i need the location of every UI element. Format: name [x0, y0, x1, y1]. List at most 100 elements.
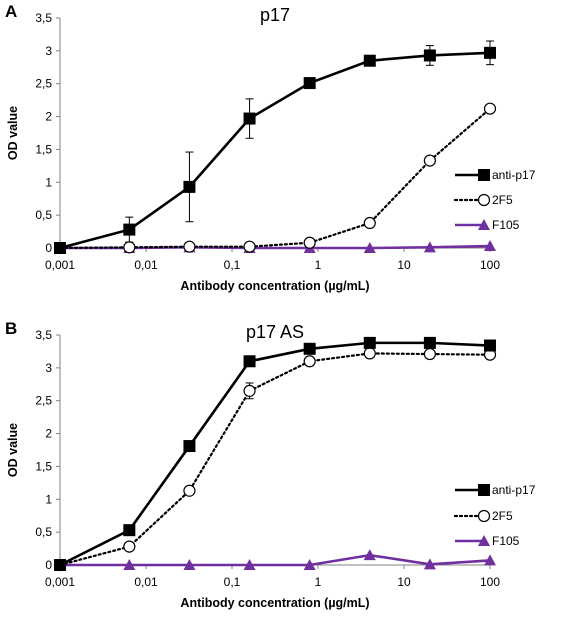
data-point — [243, 355, 256, 368]
data-point — [303, 355, 316, 368]
data-point — [303, 236, 316, 249]
y-tick-label: 0 — [45, 558, 52, 572]
data-point — [483, 102, 497, 115]
data-point — [303, 342, 316, 355]
data-point — [123, 241, 136, 254]
y-tick-label: 2 — [45, 110, 52, 124]
data-point — [183, 440, 196, 453]
y-axis-title: OD value — [6, 106, 20, 160]
series-line — [59, 51, 491, 250]
data-point — [183, 240, 196, 253]
data-point — [484, 339, 496, 352]
y-tick-label: 1 — [45, 492, 52, 506]
series-2F5 — [53, 347, 497, 572]
y-tick-label: 2 — [45, 427, 52, 441]
legend-marker — [478, 169, 490, 181]
y-tick-label: 0,5 — [35, 525, 52, 539]
data-point — [243, 112, 256, 125]
legend-label: 2F5 — [492, 509, 513, 523]
legend-item-anti-p17: anti-p17 — [455, 168, 536, 182]
data-point — [183, 484, 196, 497]
y-tick-label: 1 — [45, 175, 52, 189]
data-point — [423, 347, 436, 361]
legend-marker — [478, 484, 490, 496]
legend-item-2F5: 2F5 — [453, 509, 513, 523]
data-point — [243, 240, 256, 253]
x-tick-label: 100 — [480, 258, 500, 272]
y-tick-label: 1,5 — [35, 459, 52, 473]
data-point — [363, 336, 376, 349]
y-tick-label: 2,5 — [35, 77, 52, 91]
x-tick-label: 10 — [397, 258, 411, 272]
y-tick-label: 2,5 — [35, 394, 52, 408]
data-point — [303, 559, 316, 570]
x-tick-label: 1 — [315, 258, 322, 272]
data-point — [363, 549, 376, 561]
y-tick-label: 3,5 — [35, 328, 52, 342]
data-point — [54, 242, 66, 254]
series-line — [58, 107, 492, 250]
y-tick-label: 1,5 — [35, 142, 52, 156]
chart-title: p17 — [260, 5, 290, 25]
data-point — [484, 46, 496, 59]
x-tick-label: 0,1 — [224, 575, 241, 589]
x-tick-label: 0,01 — [134, 258, 158, 272]
legend-label: anti-p17 — [492, 483, 536, 497]
legend-item-anti-p17: anti-p17 — [455, 483, 536, 497]
data-point — [243, 384, 256, 397]
x-tick-label: 10 — [397, 575, 411, 589]
series-F105 — [54, 549, 496, 570]
data-point — [363, 216, 376, 230]
data-point — [363, 347, 376, 360]
data-point — [243, 559, 256, 570]
legend-label: anti-p17 — [492, 168, 536, 182]
data-point — [423, 558, 436, 570]
data-point — [183, 180, 196, 193]
y-axis-title: OD value — [6, 423, 20, 477]
legend-marker — [478, 535, 490, 546]
data-point — [183, 559, 196, 570]
data-point — [484, 554, 496, 566]
series-line — [59, 341, 491, 567]
legend-marker — [478, 219, 490, 230]
data-point — [423, 154, 436, 167]
data-point — [303, 77, 316, 90]
series-anti-p17 — [54, 336, 496, 571]
y-tick-label: 0,5 — [35, 208, 52, 222]
data-point — [363, 54, 376, 67]
legend-label: F105 — [492, 218, 520, 232]
data-point — [123, 223, 136, 236]
data-point — [423, 241, 436, 253]
data-point — [54, 559, 66, 571]
x-tick-label: 100 — [480, 575, 500, 589]
data-point — [123, 540, 136, 553]
y-tick-label: 3 — [45, 361, 52, 375]
panel-label: B — [5, 319, 17, 338]
data-point — [123, 559, 136, 570]
y-tick-label: 3 — [45, 44, 52, 58]
x-tick-label: 0,01 — [134, 575, 158, 589]
y-tick-label: 0 — [45, 241, 52, 255]
data-point — [363, 242, 376, 253]
legend-marker — [477, 509, 491, 523]
data-point — [123, 524, 136, 537]
legend-item-F105: F105 — [455, 534, 520, 548]
series-anti-p17 — [54, 40, 496, 254]
x-tick-label: 0,001 — [45, 575, 75, 589]
y-tick-label: 3,5 — [35, 11, 52, 25]
x-tick-label: 1 — [315, 575, 322, 589]
legend-item-2F5: 2F5 — [453, 193, 513, 207]
x-tick-label: 0,001 — [45, 258, 75, 272]
x-tick-label: 0,1 — [224, 258, 241, 272]
x-axis-title: Antibody concentration (µg/mL) — [180, 279, 369, 293]
series-line — [58, 352, 492, 567]
legend-label: 2F5 — [492, 193, 513, 207]
chart-title: p17 AS — [246, 322, 304, 342]
panel-label: A — [5, 2, 17, 21]
data-point — [484, 240, 496, 252]
data-point — [423, 49, 436, 62]
